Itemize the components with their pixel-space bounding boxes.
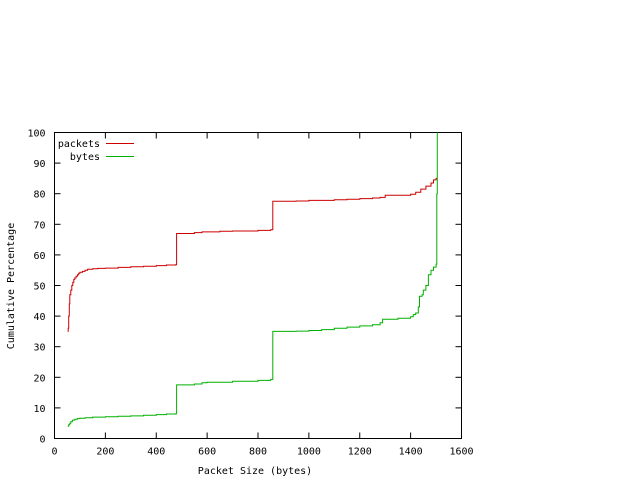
x-tick-label: 0	[51, 447, 57, 458]
y-tick-label: 80	[33, 190, 45, 201]
y-tick-label: 60	[33, 251, 45, 262]
x-tick-label: 400	[147, 447, 165, 458]
series-line-packets	[67, 177, 438, 332]
series-line-bytes	[67, 132, 438, 427]
y-axis-title: Cumulative Percentage	[6, 223, 17, 349]
x-tick-label: 1000	[297, 447, 321, 458]
y-tick-label: 10	[33, 404, 45, 415]
legend-label-bytes: bytes	[70, 152, 100, 163]
y-tick-label: 0	[39, 435, 45, 446]
x-tick-label: 600	[198, 447, 216, 458]
y-axis: 0 10 20 30 40 50 60 70 80 90 100	[27, 129, 462, 446]
x-tick-label: 800	[249, 447, 267, 458]
y-tick-label: 70	[33, 220, 45, 231]
y-tick-label: 20	[33, 373, 45, 384]
legend-label-packets: packets	[58, 139, 100, 150]
series-layer	[67, 132, 438, 427]
y-tick-label: 30	[33, 343, 45, 354]
y-tick-label: 100	[27, 129, 45, 140]
plot-frame	[54, 132, 462, 439]
x-tick-label: 1400	[399, 447, 423, 458]
x-axis-title: Packet Size (bytes)	[198, 466, 312, 477]
x-tick-label: 1600	[449, 447, 473, 458]
y-tick-label: 90	[33, 159, 45, 170]
legend: packets bytes	[58, 139, 134, 163]
y-tick-label: 50	[33, 282, 45, 293]
x-axis: 0 200 400 600 800 1000 1200 1400 1600	[51, 132, 474, 458]
x-tick-label: 200	[96, 447, 114, 458]
y-tick-label: 40	[33, 312, 45, 323]
x-tick-label: 1200	[348, 447, 372, 458]
